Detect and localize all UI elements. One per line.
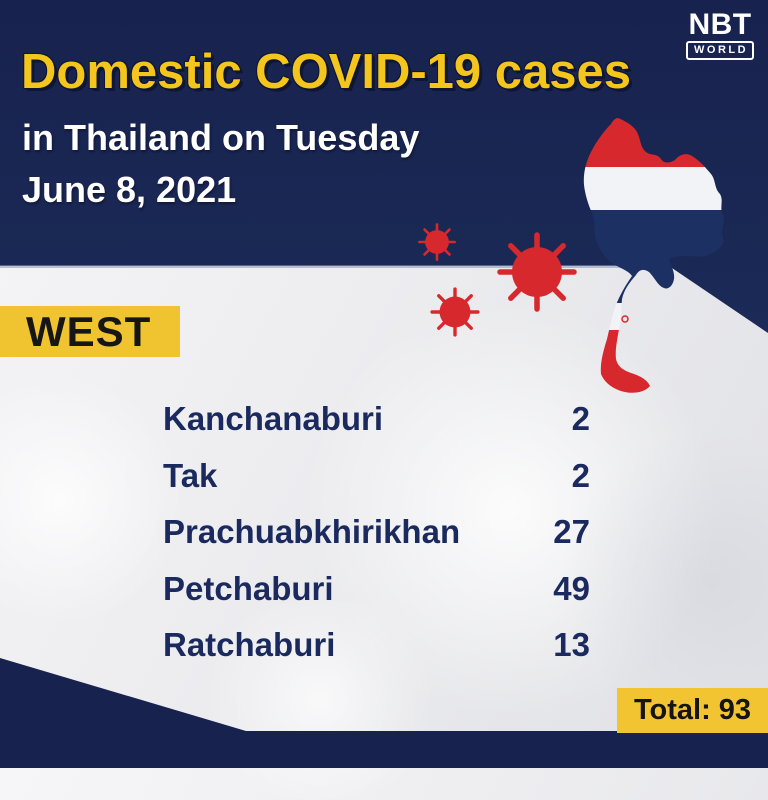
brand-logo: NBT WORLD [686, 8, 755, 60]
case-count: 49 [553, 569, 590, 607]
virus-icon [417, 222, 457, 262]
province-name: Prachuabkhirikhan [163, 513, 461, 551]
case-count: 2 [571, 400, 590, 438]
banner-edge-highlight [0, 265, 655, 268]
total-label: Total: 93 [633, 694, 752, 726]
brand-world-badge: WORLD [686, 41, 755, 60]
region-badge: WEST [0, 306, 180, 357]
virus-watermark [560, 430, 768, 730]
virus-icon [495, 230, 579, 314]
brand-name: NBT [688, 8, 752, 41]
table-row: Petchaburi 49 [163, 561, 590, 618]
table-row: Ratchaburi 13 [163, 617, 590, 674]
bottom-bar [0, 731, 768, 768]
table-row: Kanchanaburi 2 [163, 391, 590, 448]
province-name: Tak [163, 456, 218, 494]
province-name: Kanchanaburi [163, 400, 384, 438]
subtitle-line1: in Thailand on Tuesday [22, 117, 420, 158]
province-name: Petchaburi [163, 569, 334, 607]
case-count: 2 [571, 456, 590, 494]
total-badge: Total: 93 [617, 688, 768, 733]
table-row: Tak 2 [163, 448, 590, 505]
virus-icon [429, 286, 481, 338]
case-count: 27 [553, 513, 590, 551]
cases-table: Kanchanaburi 2 Tak 2 Prachuabkhirikhan 2… [163, 391, 590, 674]
subtitle-line2: June 8, 2021 [22, 169, 237, 210]
province-name: Ratchaburi [163, 626, 336, 664]
thailand-map-flag-icon [583, 118, 724, 393]
page-subtitle: in Thailand on Tuesday June 8, 2021 [22, 112, 419, 216]
table-row: Prachuabkhirikhan 27 [163, 504, 590, 561]
region-label: WEST [26, 307, 152, 355]
case-count: 13 [553, 626, 590, 664]
virus-watermark [0, 370, 190, 630]
page-title: Domestic COVID-19 cases [21, 45, 632, 99]
